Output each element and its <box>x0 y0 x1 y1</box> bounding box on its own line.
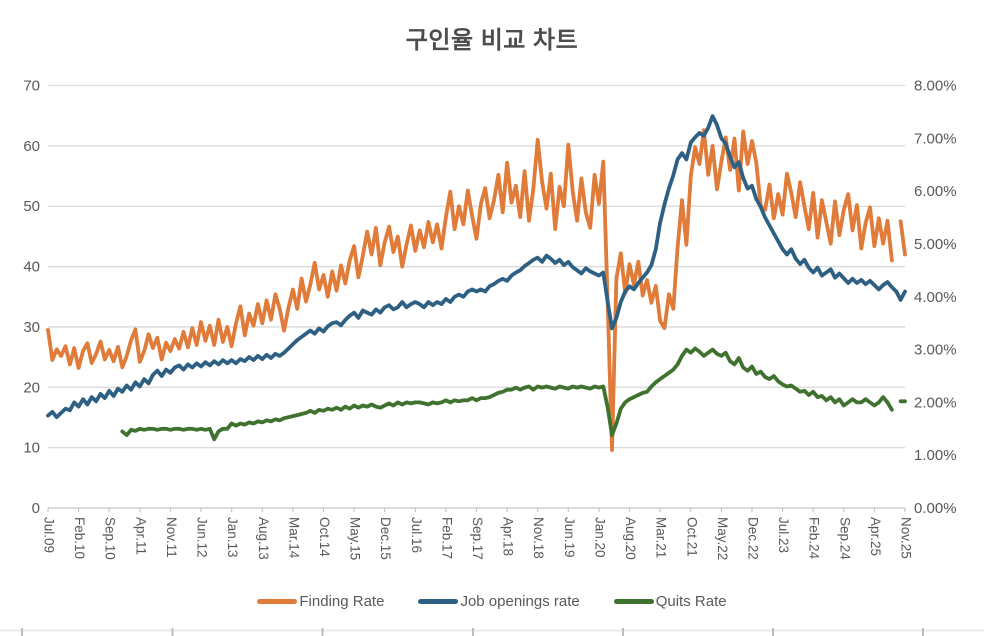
x-axis-label: Jan.20 <box>592 517 607 558</box>
left-axis-label: 60 <box>23 138 40 155</box>
left-axis-label: 70 <box>23 78 40 95</box>
right-axis-label: 6.00% <box>914 183 957 200</box>
legend-label-quits-rate: Quits Rate <box>655 593 727 610</box>
legend-item-job-openings-rate: Job openings rate <box>418 593 580 610</box>
x-axis-label: Oct.14 <box>317 517 332 557</box>
x-axis-label: Mar.14 <box>286 517 301 559</box>
left-axis-label: 40 <box>23 259 40 276</box>
right-axis-label: 7.00% <box>914 130 957 147</box>
chart-title: 구인율 비교 차트 <box>405 27 579 54</box>
x-axis-label: Nov.25 <box>899 517 914 559</box>
x-axis-label: Feb.17 <box>439 517 454 559</box>
legend-label-job-openings-rate: Job openings rate <box>460 593 580 610</box>
x-axis-label: Nov.11 <box>164 517 179 558</box>
x-axis-label: Dec.22 <box>745 517 760 560</box>
x-axis-label: Aug.20 <box>623 517 638 560</box>
x-axis-label: Apr.25 <box>868 517 883 556</box>
legend-item-quits-rate: Quits Rate <box>613 593 727 610</box>
x-axis-label: Apr.18 <box>501 517 516 556</box>
x-axis-label: Jan.13 <box>225 517 240 558</box>
x-axis-label: Mar.21 <box>654 517 669 558</box>
x-axis-label: Apr.11 <box>133 517 148 555</box>
right-axis-label: 8.00% <box>914 78 957 95</box>
x-axis-label: Sep.24 <box>837 517 852 560</box>
legend-swatch-job-openings-rate <box>418 599 459 604</box>
series-line-job-openings-rate <box>46 114 907 420</box>
x-axis-label: May.15 <box>348 517 363 560</box>
legend-swatch-quits-rate <box>613 599 654 604</box>
x-axis-label: Jun.19 <box>562 517 577 558</box>
x-axis-label: Sep.10 <box>103 517 118 560</box>
x-axis-label: Jul.16 <box>409 517 424 553</box>
x-axis-label: Oct.21 <box>684 517 699 557</box>
x-axis-label: Aug.13 <box>256 517 271 560</box>
right-axis-label: 3.00% <box>914 342 957 359</box>
chart-legend: Finding Rate Job openings rate Quits Rat… <box>0 593 984 610</box>
x-axis-label: Jul.09 <box>42 517 57 553</box>
x-axis-label: Jun.12 <box>195 517 210 558</box>
left-axis-label: 30 <box>23 319 40 336</box>
legend-item-finding-rate: Finding Rate <box>257 593 384 610</box>
left-axis-label: 50 <box>23 198 40 215</box>
left-axis-label: 0 <box>32 500 40 517</box>
x-axis-label: Nov.18 <box>531 517 546 559</box>
x-axis-label: Jul.23 <box>776 517 791 553</box>
left-axis-label: 10 <box>23 440 40 457</box>
right-axis-label: 1.00% <box>914 447 957 464</box>
right-axis-label: 0.00% <box>914 500 957 517</box>
right-axis-label: 5.00% <box>914 236 957 253</box>
x-axis-label: May.22 <box>715 517 730 560</box>
legend-swatch-finding-rate <box>257 599 298 604</box>
x-axis-label: Feb.24 <box>807 517 822 560</box>
series-line-finding-rate <box>46 128 907 452</box>
right-axis-label: 2.00% <box>914 394 957 411</box>
series-line-quits-rate <box>120 346 907 442</box>
legend-label-finding-rate: Finding Rate <box>299 593 385 610</box>
left-axis-label: 20 <box>23 379 40 396</box>
right-axis-label: 4.00% <box>914 289 957 306</box>
x-axis-label: Sep.17 <box>470 517 485 560</box>
x-axis-label: Dec.15 <box>378 517 393 560</box>
x-axis-label: Feb.10 <box>72 517 87 559</box>
